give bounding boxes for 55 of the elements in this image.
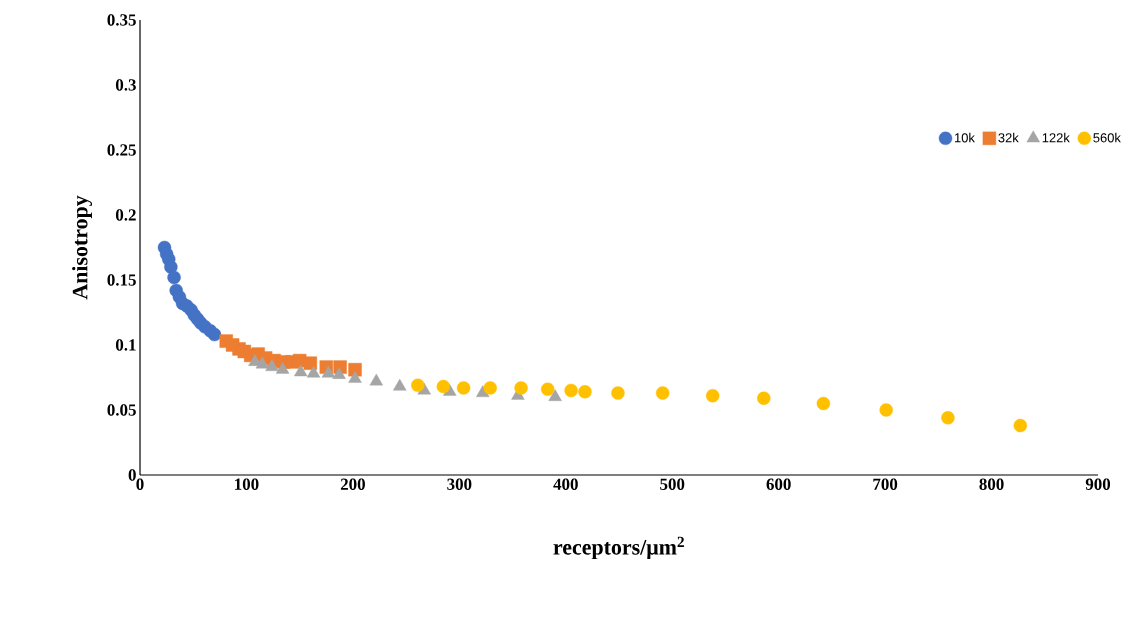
y-tick-label: 0.2	[115, 209, 136, 221]
point	[757, 391, 771, 405]
legend-label: 10k	[954, 132, 975, 143]
point	[265, 359, 279, 372]
point	[655, 386, 670, 400]
point	[369, 373, 384, 386]
point	[255, 356, 270, 369]
x-tick-label: 400	[553, 478, 578, 490]
point	[436, 379, 451, 394]
point	[332, 367, 346, 379]
legend-label: 560k	[1093, 132, 1121, 143]
point	[294, 364, 308, 377]
point	[167, 270, 181, 285]
point	[816, 396, 831, 411]
x-tick-label: 900	[1085, 478, 1111, 490]
point	[303, 356, 318, 370]
point	[306, 365, 321, 378]
y-tick-label: 0	[128, 469, 136, 481]
x-tick-label: 500	[660, 478, 685, 490]
point	[207, 327, 222, 342]
point	[611, 386, 625, 400]
y-tick-label: 0.35	[107, 14, 136, 26]
x-tick-label: 0	[136, 478, 144, 490]
y-tick-label: 0.1	[115, 339, 136, 351]
point	[1013, 418, 1028, 433]
x-tick-label: 300	[447, 478, 472, 490]
point	[705, 388, 720, 403]
legend-label: 32k	[998, 132, 1019, 143]
point	[941, 411, 955, 425]
y-axis-title: Anisotropy	[72, 195, 93, 300]
x-tick-label: 100	[235, 478, 259, 490]
x-tick-label: 200	[340, 478, 365, 490]
x-axis-title: receptors/μm$^{2}$	[553, 536, 684, 560]
y-tick-label: 0.3	[115, 79, 136, 91]
point	[578, 385, 592, 399]
point	[514, 381, 528, 395]
point	[483, 381, 497, 395]
point	[879, 403, 893, 417]
point	[411, 378, 425, 392]
y-tick-label: 0.25	[107, 144, 136, 156]
point	[164, 260, 178, 274]
point	[348, 371, 362, 383]
x-tick-label: 800	[979, 478, 1004, 490]
point	[393, 378, 407, 391]
y-tick-label: 0.15	[107, 274, 136, 286]
legend-label: 122k	[1042, 132, 1070, 143]
y-tick-label: 0.05	[107, 404, 136, 416]
x-tick-label: 600	[766, 478, 791, 490]
point	[456, 381, 471, 395]
x-tick-label: 700	[873, 478, 898, 490]
point	[275, 361, 290, 374]
point	[540, 382, 555, 396]
point	[321, 365, 336, 378]
point	[548, 389, 562, 401]
point	[564, 383, 578, 398]
